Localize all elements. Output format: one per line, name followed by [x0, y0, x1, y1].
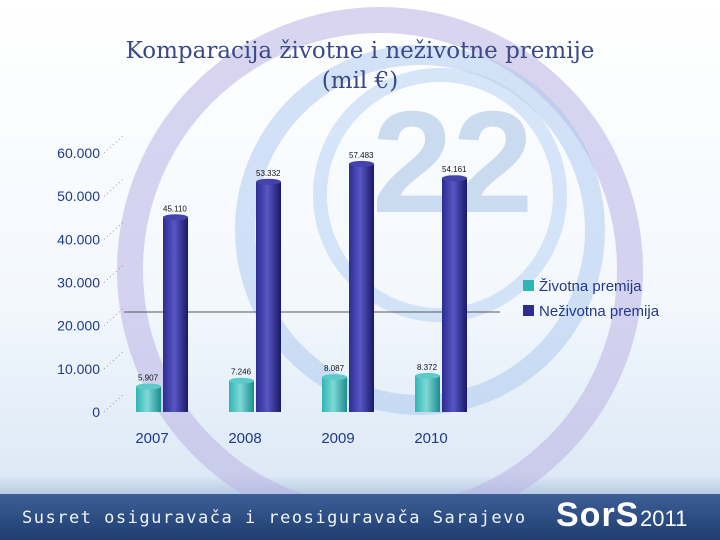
y-tick-label: 60.000 [57, 145, 100, 161]
x-tick-label: 2008 [228, 430, 261, 447]
bar-cap-nezivotna-2007 [163, 214, 188, 221]
bar-cap-zivotna-2010 [415, 372, 440, 379]
x-tick-label: 2007 [135, 430, 168, 447]
bar-cap-zivotna-2008 [229, 377, 254, 384]
data-label-nezivotna-2009: 57.483 [349, 151, 374, 160]
bar-cap-zivotna-2009 [322, 374, 347, 381]
title-line-2: (mil €) [321, 68, 399, 94]
chart-title: Komparacija životne i neživotne premije … [0, 36, 720, 96]
legend-swatch-nezivotna [523, 305, 534, 316]
bar-cap-nezivotna-2009 [349, 160, 374, 167]
data-label-nezivotna-2007: 45.110 [163, 204, 187, 213]
data-label-zivotna-2010: 8.372 [417, 363, 438, 372]
y-tick-label: 40.000 [57, 231, 100, 247]
y-tick-label: 20.000 [57, 318, 100, 334]
chart: 0 10.000 20.000 30.000 40.000 50.000 60.000 5.9… [57, 134, 660, 447]
x-tick-label: 2009 [321, 430, 354, 447]
bar-cap-zivotna-2007 [136, 383, 161, 390]
bar-zivotna-2007 [136, 386, 161, 412]
title-line-1: Komparacija životne i neživotne premije [125, 38, 595, 64]
bar-nezivotna-2008 [256, 181, 281, 412]
legend-label-nezivotna: Neživotna premija [539, 303, 660, 320]
data-label-zivotna-2009: 8.087 [324, 364, 345, 373]
bar-zivotna-2010 [415, 375, 440, 412]
y-gridline [103, 393, 125, 413]
y-tick-label: 50.000 [57, 188, 100, 204]
data-label-nezivotna-2008: 53.332 [256, 169, 281, 178]
data-label-nezivotna-2010: 54.161 [442, 165, 467, 174]
y-gridline [103, 350, 125, 370]
footer-bar [0, 494, 720, 540]
bar-nezivotna-2007 [163, 217, 188, 412]
bar-cap-nezivotna-2008 [256, 178, 281, 185]
y-gridline [103, 177, 125, 197]
y-gridline [103, 264, 125, 283]
y-gridline [103, 307, 125, 326]
decorative-ring-inner [313, 68, 567, 322]
data-label-zivotna-2007: 5.907 [138, 374, 159, 383]
footer-text: Susret osiguravača i reosiguravača Saraj… [22, 508, 527, 528]
brand-year: 2011 [640, 506, 688, 531]
y-gridline [103, 134, 125, 154]
data-label-zivotna-2008: 7.246 [231, 368, 252, 377]
bar-cap-nezivotna-2010 [442, 175, 467, 182]
x-tick-label: 2010 [414, 430, 447, 447]
legend-label-zivotna: Životna premija [539, 278, 642, 295]
y-tick-label: 30.000 [57, 275, 100, 291]
bar-zivotna-2009 [322, 377, 347, 412]
bar-nezivotna-2010 [442, 178, 467, 412]
legend-swatch-zivotna [523, 280, 534, 291]
y-tick-label: 0 [92, 404, 100, 420]
y-gridline [103, 221, 125, 240]
brand-logo: SorS [556, 496, 640, 534]
bar-nezivotna-2009 [349, 163, 374, 412]
y-tick-label: 10.000 [57, 361, 100, 377]
bar-zivotna-2008 [229, 380, 254, 412]
